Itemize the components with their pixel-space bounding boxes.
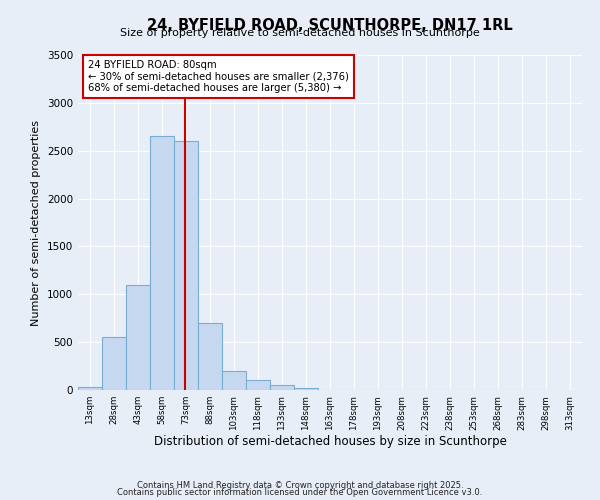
Bar — [150, 136, 174, 390]
Bar — [102, 338, 126, 390]
Bar — [78, 387, 102, 390]
Text: Size of property relative to semi-detached houses in Scunthorpe: Size of property relative to semi-detach… — [120, 28, 480, 38]
Bar — [294, 388, 318, 390]
Bar — [246, 380, 270, 390]
Bar — [198, 323, 222, 390]
Bar — [126, 284, 150, 390]
Bar — [174, 141, 198, 390]
Text: Contains HM Land Registry data © Crown copyright and database right 2025.: Contains HM Land Registry data © Crown c… — [137, 480, 463, 490]
Title: 24, BYFIELD ROAD, SCUNTHORPE, DN17 1RL: 24, BYFIELD ROAD, SCUNTHORPE, DN17 1RL — [147, 18, 513, 33]
Text: 24 BYFIELD ROAD: 80sqm
← 30% of semi-detached houses are smaller (2,376)
68% of : 24 BYFIELD ROAD: 80sqm ← 30% of semi-det… — [88, 60, 349, 93]
Bar — [270, 385, 294, 390]
Y-axis label: Number of semi-detached properties: Number of semi-detached properties — [31, 120, 41, 326]
Text: Contains public sector information licensed under the Open Government Licence v3: Contains public sector information licen… — [118, 488, 482, 497]
Bar — [222, 371, 246, 390]
X-axis label: Distribution of semi-detached houses by size in Scunthorpe: Distribution of semi-detached houses by … — [154, 436, 506, 448]
